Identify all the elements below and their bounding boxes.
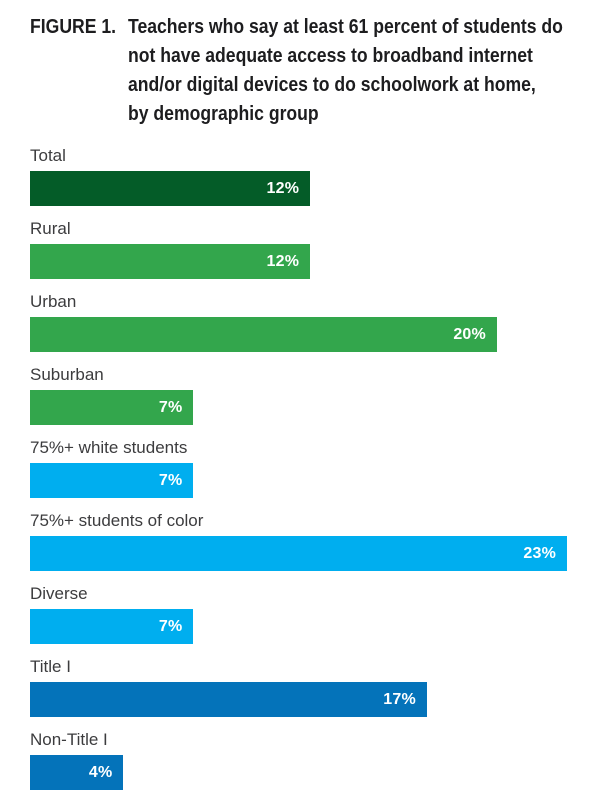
- bar-value-label: 12%: [266, 179, 300, 197]
- category-label: Non-Title I: [30, 730, 108, 749]
- bar-track: 4%: [30, 755, 567, 790]
- bar-row: 75%+ students of color 23%: [30, 511, 567, 571]
- category-label: Suburban: [30, 365, 104, 384]
- bar: 23%: [30, 536, 567, 571]
- bar: 17%: [30, 682, 427, 717]
- figure-number-label: FIGURE 1.: [30, 16, 117, 38]
- bar-track: 12%: [30, 244, 567, 279]
- bar-value-label: 20%: [453, 325, 486, 343]
- bar: 20%: [30, 317, 497, 352]
- bar-row: Suburban 7%: [30, 365, 567, 425]
- figure-title-text: Teachers who say at least 61 percent of …: [128, 13, 605, 129]
- bar: 7%: [30, 390, 194, 425]
- bar-row: 75%+ white students 7%: [30, 438, 567, 498]
- bar: 12%: [30, 244, 311, 279]
- bar-track: 20%: [30, 317, 567, 352]
- bar-row: Title I 17%: [30, 657, 567, 717]
- bar-row: Rural 12%: [30, 219, 567, 279]
- bar-track: 7%: [30, 390, 567, 425]
- figure-title-line: by demographic group: [127, 103, 319, 125]
- bar-row: Diverse 7%: [30, 584, 567, 644]
- category-label: Total: [30, 146, 66, 165]
- bar-value-label: 4%: [88, 763, 113, 781]
- bar-row: Total 12%: [30, 146, 567, 206]
- bar-value-label: 7%: [158, 617, 183, 635]
- bar-track: 23%: [30, 536, 567, 571]
- category-label: 75%+ students of color: [30, 511, 204, 530]
- bar: 7%: [30, 609, 194, 644]
- bar-track: 12%: [30, 171, 567, 206]
- category-label: Diverse: [30, 584, 88, 603]
- category-label: Urban: [30, 292, 77, 311]
- bar: 12%: [30, 171, 311, 206]
- bar-row: Non-Title I 4%: [30, 730, 567, 790]
- category-label: 75%+ white students: [30, 438, 188, 457]
- figure-title-line: Teachers who say at least 61 percent of …: [127, 16, 563, 38]
- bar-track: 7%: [30, 609, 567, 644]
- category-label: Rural: [30, 219, 71, 238]
- bar-value-label: 23%: [523, 544, 556, 562]
- figure-title-line: and/or digital devices to do schoolwork …: [127, 74, 536, 96]
- bar-chart: Total 12% Rural 12% Urban 20% Suburban 7…: [30, 146, 567, 790]
- bar-row: Urban 20%: [30, 292, 567, 352]
- bar-value-label: 7%: [158, 471, 183, 489]
- category-label: Title I: [30, 657, 71, 676]
- bar: 4%: [30, 755, 124, 790]
- figure-title: FIGURE 1. Teachers who say at least 61 p…: [0, 0, 605, 129]
- figure-title-line: not have adequate access to broadband in…: [127, 45, 533, 67]
- bar-value-label: 7%: [158, 398, 183, 416]
- bar: 7%: [30, 463, 194, 498]
- bar-value-label: 12%: [266, 252, 300, 270]
- bar-track: 17%: [30, 682, 567, 717]
- bar-value-label: 17%: [383, 690, 416, 708]
- bar-track: 7%: [30, 463, 567, 498]
